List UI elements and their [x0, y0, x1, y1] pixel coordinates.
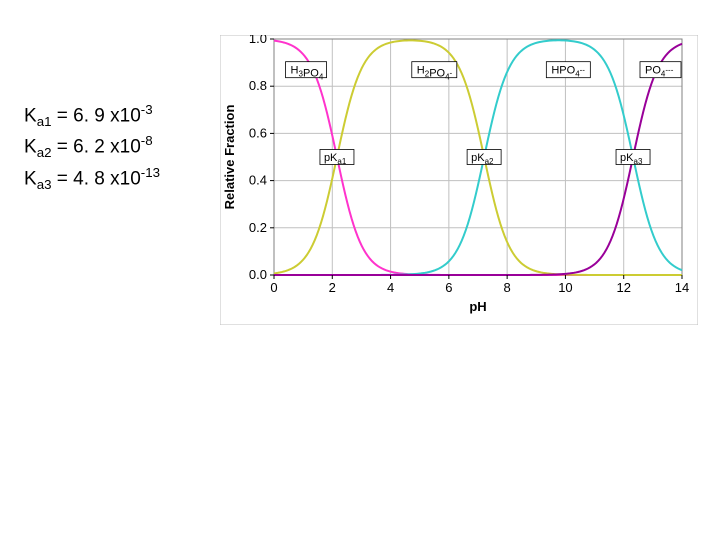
- x-tick-label: 4: [387, 280, 394, 295]
- ka3-exp: -13: [141, 165, 160, 180]
- x-tick-label: 6: [445, 280, 452, 295]
- y-tick-label: 0.2: [249, 220, 267, 235]
- y-axis-title: Relative Fraction: [222, 105, 237, 210]
- x-tick-label: 8: [504, 280, 511, 295]
- ka1-exp: -3: [141, 102, 153, 117]
- y-tick-label: 0.0: [249, 267, 267, 282]
- ka1-sub: a1: [37, 114, 52, 129]
- ka2-exp: -8: [141, 133, 153, 148]
- ka-constants-block: Ka1 = 6. 9 x10-3 Ka2 = 6. 2 x10-8 Ka3 = …: [24, 100, 160, 194]
- ka2-sub: a2: [37, 146, 52, 161]
- ka3-sub: a3: [37, 177, 52, 192]
- y-tick-label: 1.0: [249, 35, 267, 46]
- chart-svg: 0 2 4 6 8 10 12 14 0.0 0.2 0.4 0.6 0.8 1.0 pH Relative …: [220, 35, 698, 325]
- x-axis-title: pH: [469, 299, 486, 314]
- x-tick-label: 2: [329, 280, 336, 295]
- x-tick-label: 12: [616, 280, 630, 295]
- x-tick-label: 14: [675, 280, 689, 295]
- y-tick-label: 0.8: [249, 78, 267, 93]
- ka2-mantissa: 6. 2: [73, 137, 105, 158]
- y-tick-label: 0.6: [249, 125, 267, 140]
- ka3-mantissa: 4. 8: [73, 168, 105, 189]
- x-tick-label: 10: [558, 280, 572, 295]
- ka1-line: Ka1 = 6. 9 x10-3: [24, 100, 160, 131]
- ka1-mantissa: 6. 9: [73, 105, 105, 126]
- y-tick-label: 0.4: [249, 173, 267, 188]
- ka3-line: Ka3 = 4. 8 x10-13: [24, 163, 160, 194]
- x-tick-label: 0: [270, 280, 277, 295]
- speciation-chart: 0 2 4 6 8 10 12 14 0.0 0.2 0.4 0.6 0.8 1.0 pH Relative …: [220, 35, 698, 325]
- ka2-line: Ka2 = 6. 2 x10-8: [24, 131, 160, 162]
